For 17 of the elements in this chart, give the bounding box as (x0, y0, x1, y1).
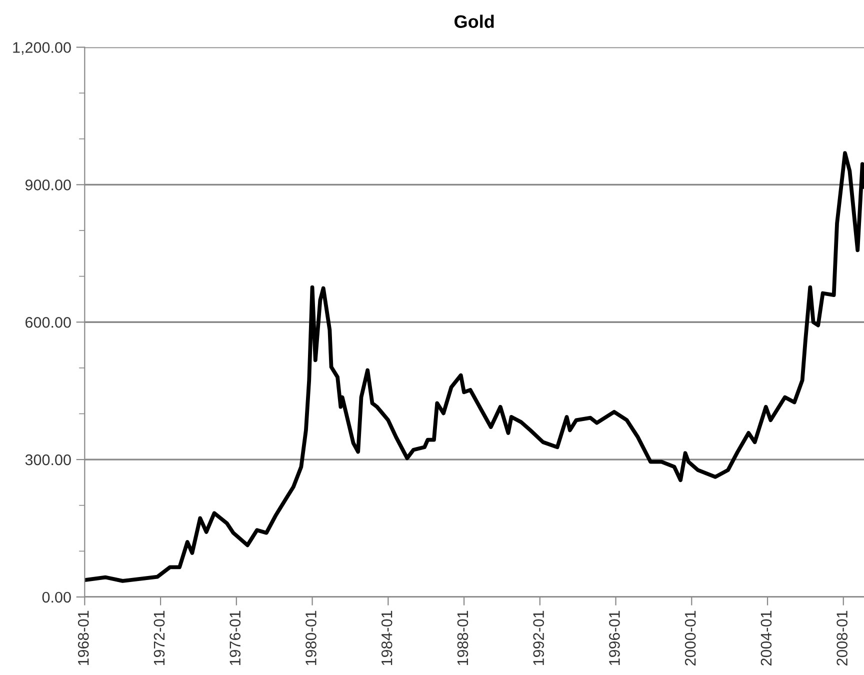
x-tick-label: 2008-01 (836, 610, 848, 666)
x-tick-label: 2004-01 (760, 610, 772, 666)
x-tick-label: 1992-01 (533, 610, 544, 666)
y-tick-label: 300.00 (25, 454, 71, 466)
chart-title: Gold (454, 14, 494, 28)
x-tick-label: 1972-01 (154, 610, 165, 666)
x-tick-label: 2000-01 (684, 610, 696, 666)
x-tick-label: 1968-01 (78, 610, 89, 666)
x-tick-label: 1988-01 (457, 610, 468, 666)
x-tick-label: 1976-01 (230, 610, 241, 666)
y-tick-label: 900.00 (25, 180, 71, 190)
y-tick-label: 600.00 (26, 316, 71, 328)
y-tick-label: 0.00 (42, 592, 71, 603)
x-tick-label: 1980-01 (306, 610, 316, 666)
x-tick-label: 1996-01 (609, 610, 620, 666)
y-tick-label: 1,200.00 (13, 42, 71, 55)
x-tick-label: 1984-01 (381, 610, 392, 666)
